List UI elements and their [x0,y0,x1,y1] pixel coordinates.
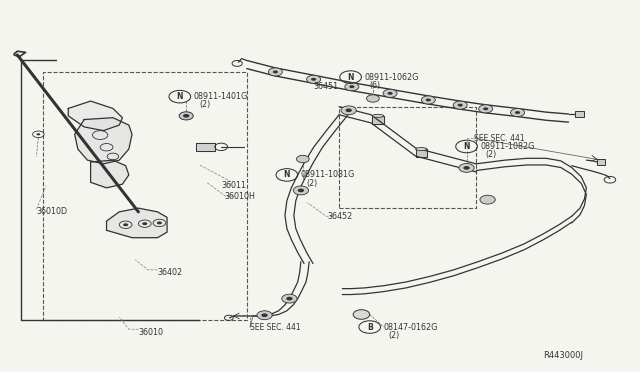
Bar [575,112,584,116]
Circle shape [353,310,370,319]
Circle shape [257,311,272,320]
Bar [596,160,605,164]
Text: (2): (2) [306,179,317,187]
Circle shape [311,78,316,81]
Text: (2): (2) [486,150,497,159]
Circle shape [282,294,297,303]
Circle shape [367,95,380,102]
Text: SEE SEC. 441: SEE SEC. 441 [474,134,525,142]
Circle shape [261,313,268,317]
Circle shape [346,109,352,112]
Circle shape [511,109,525,116]
Text: SEE SEC. 441: SEE SEC. 441 [250,323,301,331]
Ellipse shape [372,114,384,117]
Text: 08911-1081G: 08911-1081G [301,170,355,179]
Text: 36402: 36402 [157,268,182,277]
Text: N: N [348,73,354,81]
Circle shape [298,189,304,192]
Circle shape [483,108,488,110]
Circle shape [268,68,282,76]
Circle shape [349,85,355,88]
Circle shape [421,96,435,104]
Text: 08147-0162G: 08147-0162G [384,323,438,331]
Circle shape [479,105,493,113]
Circle shape [36,133,40,135]
Circle shape [345,83,359,91]
Text: 36010D: 36010D [36,207,68,217]
Circle shape [459,163,474,172]
Circle shape [273,70,278,73]
Text: 36010H: 36010H [225,192,255,201]
Circle shape [183,114,189,118]
Text: 08911-1062G: 08911-1062G [365,73,419,81]
Circle shape [307,75,321,83]
Circle shape [157,221,162,224]
Circle shape [296,155,309,163]
Polygon shape [91,160,129,188]
Polygon shape [196,143,215,151]
Text: 36011: 36011 [221,182,246,190]
Circle shape [142,222,147,225]
Text: 36452: 36452 [328,212,353,221]
Circle shape [286,297,292,301]
Circle shape [426,99,431,102]
Text: 08911-1082G: 08911-1082G [481,142,535,151]
Circle shape [123,223,128,226]
Polygon shape [68,101,122,131]
Text: (6): (6) [370,81,381,90]
Polygon shape [372,116,384,124]
Text: R443000J: R443000J [543,351,583,360]
Circle shape [453,101,467,109]
Text: N: N [463,142,470,151]
Text: 36451: 36451 [314,82,339,91]
Polygon shape [415,149,427,157]
Ellipse shape [415,148,427,151]
Circle shape [480,195,495,204]
Text: (2): (2) [199,100,210,109]
Circle shape [388,92,393,95]
Circle shape [383,89,397,97]
Text: 08911-1401G: 08911-1401G [194,92,248,101]
Text: N: N [284,170,290,179]
Circle shape [179,112,193,120]
Polygon shape [106,208,167,238]
Text: N: N [177,92,183,101]
Circle shape [341,106,356,115]
Text: 36010: 36010 [138,328,163,337]
Circle shape [293,186,308,195]
Text: B: B [367,323,372,331]
Circle shape [458,104,463,107]
Polygon shape [75,118,132,164]
Circle shape [463,166,470,170]
Circle shape [515,111,520,114]
Text: (2): (2) [389,331,400,340]
